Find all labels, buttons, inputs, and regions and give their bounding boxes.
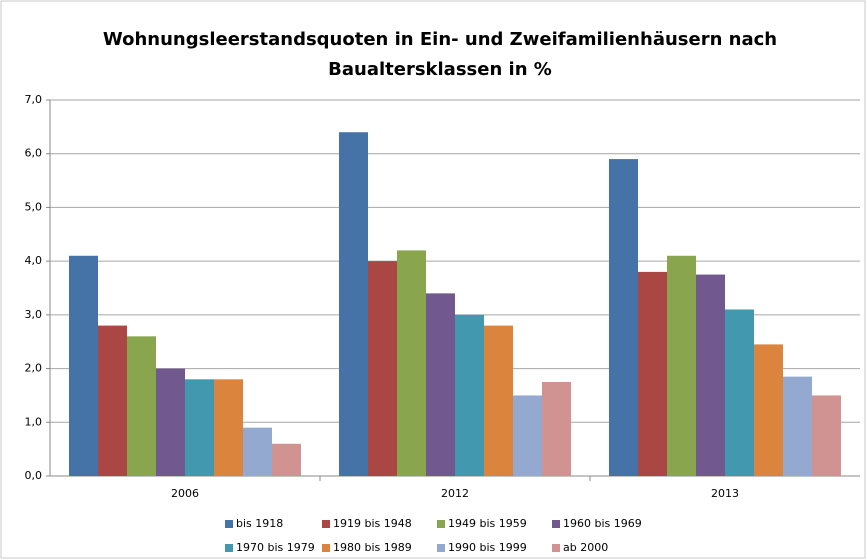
legend-swatch <box>552 544 560 552</box>
y-tick-label: 5,0 <box>25 200 43 213</box>
bar <box>783 376 812 476</box>
bar <box>98 325 127 476</box>
bar <box>368 261 397 476</box>
bar <box>272 443 301 476</box>
y-tick-label: 1,0 <box>25 415 43 428</box>
legend-swatch <box>437 520 445 528</box>
chart-title: Wohnungsleerstandsquoten in Ein- und Zwe… <box>103 29 777 50</box>
bar <box>214 379 243 476</box>
bar <box>696 274 725 476</box>
bar <box>243 427 272 476</box>
x-tick-label: 2013 <box>711 487 739 500</box>
bar <box>484 325 513 476</box>
x-tick-label: 2012 <box>441 487 469 500</box>
bar <box>426 293 455 476</box>
bar <box>667 255 696 476</box>
legend-label: 1949 bis 1959 <box>448 517 527 530</box>
y-tick-label: 3,0 <box>25 308 43 321</box>
y-tick-label: 7,0 <box>25 93 43 106</box>
legend-label: ab 2000 <box>563 541 608 554</box>
bar <box>638 271 667 476</box>
x-tick-label: 2006 <box>171 487 199 500</box>
y-tick-label: 4,0 <box>25 254 43 267</box>
bar <box>542 382 571 476</box>
legend-swatch <box>437 544 445 552</box>
bar <box>127 336 156 476</box>
legend-swatch <box>322 520 330 528</box>
bar <box>455 314 484 476</box>
bar <box>754 344 783 476</box>
y-tick-label: 6,0 <box>25 147 43 160</box>
legend-swatch <box>552 520 560 528</box>
legend-label: 1980 bis 1989 <box>333 541 412 554</box>
bar <box>812 395 841 476</box>
bar <box>156 368 185 476</box>
legend-label: 1970 bis 1979 <box>236 541 315 554</box>
bar <box>397 250 426 476</box>
bar <box>609 159 638 477</box>
legend-swatch <box>225 544 233 552</box>
legend-label: 1990 bis 1999 <box>448 541 527 554</box>
bar <box>339 132 368 476</box>
legend-swatch <box>322 544 330 552</box>
bar <box>69 255 98 476</box>
y-tick-label: 0,0 <box>25 469 43 482</box>
bar <box>185 379 214 476</box>
legend-label: 1919 bis 1948 <box>333 517 412 530</box>
legend-label: bis 1918 <box>236 517 283 530</box>
chart-title: Baualtersklassen in % <box>328 59 552 80</box>
bar <box>725 309 754 476</box>
legend-swatch <box>225 520 233 528</box>
legend-label: 1960 bis 1969 <box>563 517 642 530</box>
y-tick-label: 2,0 <box>25 362 43 375</box>
bar <box>513 395 542 476</box>
